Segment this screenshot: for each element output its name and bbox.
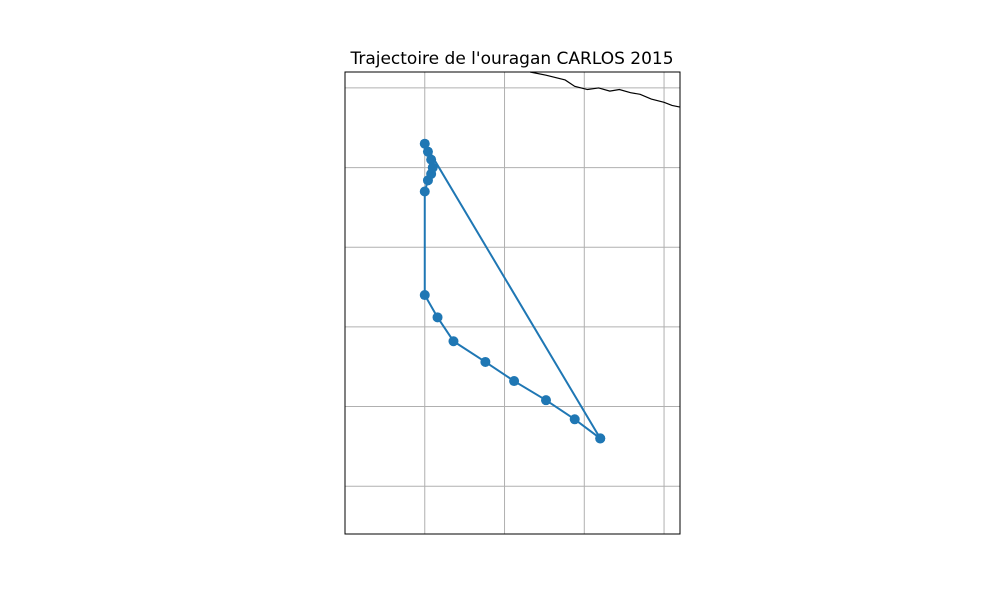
- track-point: [541, 395, 551, 406]
- plot-frame: [344, 71, 681, 535]
- track-point: [419, 138, 430, 149]
- coastline: [529, 71, 681, 108]
- track-point: [427, 162, 438, 173]
- track-point: [569, 414, 580, 425]
- track-point: [480, 356, 491, 367]
- track-point: [509, 376, 520, 387]
- plot-background: [345, 72, 680, 534]
- track-point: [419, 186, 430, 197]
- track-markers: [419, 138, 606, 444]
- coastline-path: [529, 71, 681, 108]
- track-point: [419, 290, 430, 301]
- track-point: [426, 154, 437, 165]
- track-point: [432, 312, 443, 323]
- track-point: [448, 336, 459, 347]
- track-point: [422, 146, 433, 157]
- track-point: [595, 433, 606, 444]
- chart-title: Trajectoire de l'ouragan CARLOS 2015: [349, 49, 673, 69]
- grid-lines: [345, 72, 680, 534]
